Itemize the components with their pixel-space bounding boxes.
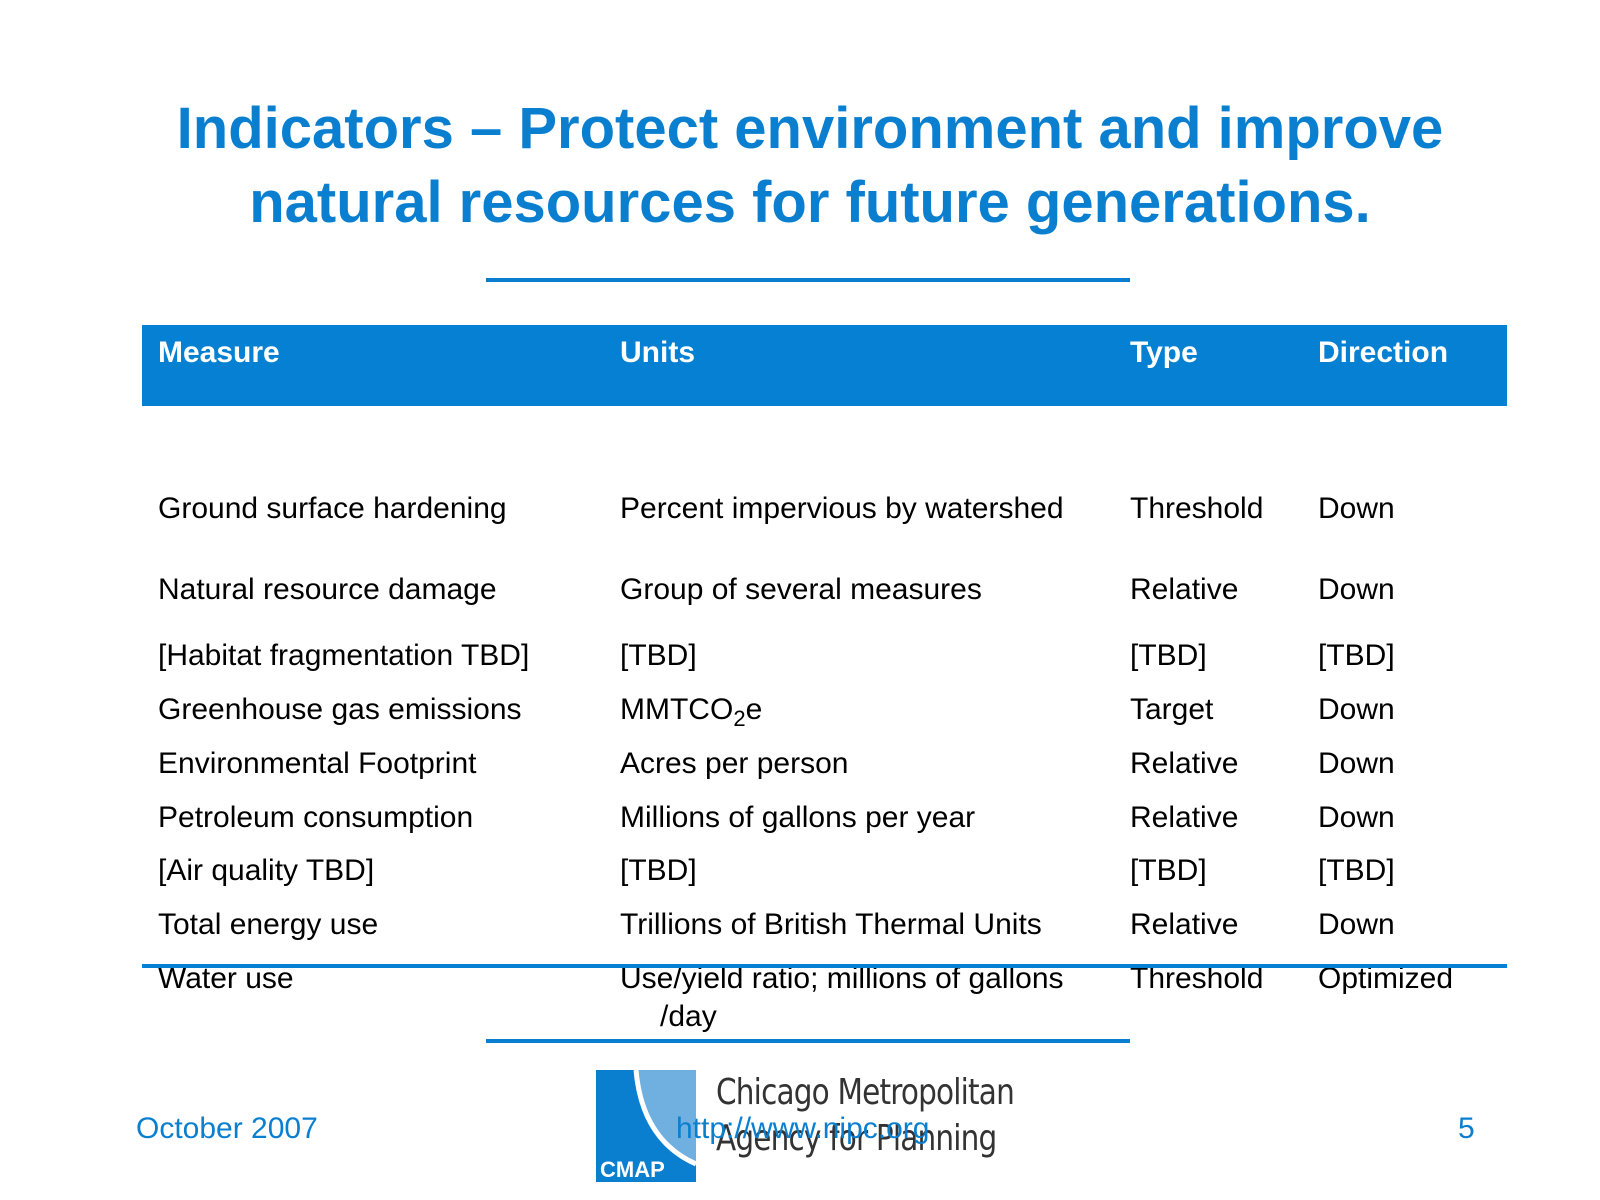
page-number: 5 xyxy=(1458,1112,1475,1145)
cmap-logo: CMAP Chicago Metropolitan Agency for Pla… xyxy=(596,1070,1016,1182)
table-bottom-border xyxy=(142,964,1507,968)
cell-type: [TBD] xyxy=(1130,854,1207,887)
cell-direction: [TBD] xyxy=(1318,639,1395,672)
cell-measure: Ground surface hardening xyxy=(158,492,507,525)
cell-measure: [Habitat fragmentation TBD] xyxy=(158,639,530,672)
footer-divider xyxy=(486,1039,1130,1043)
logo-line-2: Agency for Planning xyxy=(716,1118,997,1159)
title-divider xyxy=(486,278,1130,282)
units-main: MMTCO xyxy=(620,693,734,726)
cell-type: Relative xyxy=(1130,747,1239,780)
table-header-row: Measure Units Type Direction xyxy=(142,325,1507,406)
units-line-2: /day xyxy=(660,1000,717,1033)
cmap-logo-mark-icon: CMAP xyxy=(596,1070,696,1182)
cell-measure: Natural resource damage xyxy=(158,573,497,606)
cell-direction: Down xyxy=(1318,908,1395,941)
logo-mark-swoosh xyxy=(633,1070,696,1167)
table-body: Ground surface hardening Percent impervi… xyxy=(142,406,1507,1033)
cell-measure: Petroleum consumption xyxy=(158,801,474,834)
cell-direction: [TBD] xyxy=(1318,854,1395,887)
cell-units: Millions of gallons per year xyxy=(620,801,976,834)
cell-type: [TBD] xyxy=(1130,639,1207,672)
footer-url-link[interactable]: http://www.nipc.org xyxy=(676,1112,930,1145)
logo-mark-text: CMAP xyxy=(600,1157,665,1182)
cell-type: Relative xyxy=(1130,801,1239,834)
cell-units: Percent impervious by watershed xyxy=(620,492,1064,525)
cell-type: Relative xyxy=(1130,908,1239,941)
cell-type: Target xyxy=(1130,693,1214,726)
cell-type: Relative xyxy=(1130,573,1239,606)
cell-direction: Down xyxy=(1318,693,1395,726)
cell-direction: Down xyxy=(1318,747,1395,780)
slide-title: Indicators – Protect environment and imp… xyxy=(40,92,1580,240)
cell-units: [TBD] xyxy=(620,639,697,672)
units-tail: e xyxy=(745,693,763,726)
cell-units: Use/yield ratio; millions of gallons /da… xyxy=(620,960,1100,1036)
logo-line-1: Chicago Metropolitan xyxy=(716,1072,1015,1113)
header-type: Type xyxy=(1130,336,1198,369)
title-line-1: Indicators – Protect environment and imp… xyxy=(176,96,1444,161)
cell-direction: Down xyxy=(1318,801,1395,834)
cell-measure: Total energy use xyxy=(158,908,379,941)
cell-units: Trillions of British Thermal Units xyxy=(620,908,1042,941)
header-measure: Measure xyxy=(158,336,280,369)
cell-units: Acres per person xyxy=(620,747,849,780)
cell-units: Group of several measures xyxy=(620,573,982,606)
logo-mark-dark xyxy=(596,1070,696,1182)
cell-direction: Down xyxy=(1318,492,1395,525)
footer-date: October 2007 xyxy=(136,1112,318,1145)
cell-units: [TBD] xyxy=(620,854,697,887)
title-line-2: natural resources for future generations… xyxy=(249,170,1371,235)
cell-measure: Environmental Footprint xyxy=(158,747,477,780)
cell-units: MMTCO2e xyxy=(620,691,762,738)
logo-wordmark: Chicago Metropolitan Agency for Planning xyxy=(716,1070,1015,1162)
units-subscript: 2 xyxy=(733,706,746,731)
cell-measure: [Air quality TBD] xyxy=(158,854,375,887)
header-direction: Direction xyxy=(1318,336,1449,369)
cell-type: Threshold xyxy=(1130,492,1264,525)
indicators-table: Measure Units Type Direction Ground surf… xyxy=(142,325,1507,1033)
cell-direction: Down xyxy=(1318,573,1395,606)
header-units: Units xyxy=(620,336,695,369)
cell-measure: Greenhouse gas emissions xyxy=(158,693,522,726)
